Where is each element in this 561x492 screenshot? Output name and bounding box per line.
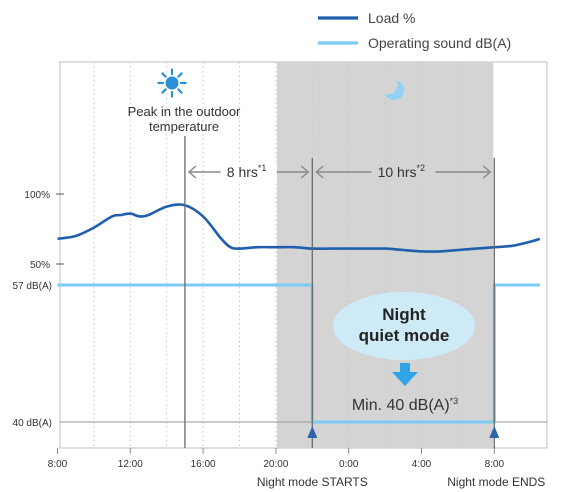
interval-2-label: 10 hrs*2 [378,163,425,180]
y-tick-label-load: 100% [24,190,50,201]
interval-1-label: 8 hrs*1 [227,163,267,180]
sun-ray [177,88,183,94]
interval-1-label-bg [220,162,277,182]
y-tick-label-sound: 57 dB(A) [13,281,52,292]
x-tick-label: 20:00 [263,459,288,470]
night-mode-band [276,62,494,448]
series-line-load [57,203,541,253]
quiet-mode-bubble [333,292,475,360]
x-tick-label: 8:00 [485,459,505,470]
x-tick-label: 8:00 [48,459,68,470]
min-level-label: Min. 40 dB(A)*3 [352,396,458,414]
sun-ray [177,72,183,78]
night-mode-starts-label: Night mode STARTS [257,475,368,489]
sun-core [165,76,179,90]
y-tick-label-sound: 40 dB(A) [13,418,52,429]
night-mode-ends-label: Night mode ENDS [447,475,545,489]
night-start-marker-icon [307,426,318,438]
series-line-sound [57,283,540,424]
peak-label: Peak in the outdoor [128,104,241,119]
interval-2-arrowhead [315,165,324,179]
interval-2-arrowhead [482,165,492,179]
night-end-marker-icon [489,426,500,438]
down-arrow-icon [392,363,418,386]
interval-1-arrowhead [187,165,197,179]
quiet-mode-label: quiet mode [359,326,450,345]
interval-1-arrowhead [300,165,310,179]
sun-ray [161,72,167,78]
sun-ray [161,88,167,94]
x-tick-label: 16:00 [191,459,216,470]
y-tick-label-load: 50% [30,260,50,271]
moon-icon [378,75,404,100]
legend: Load % Operating sound dB(A) [318,10,511,51]
moon-shadow [378,75,398,95]
legend-label-load: Load % [368,10,415,26]
legend-label-sound: Operating sound dB(A) [368,35,511,51]
peak-label: temperature [149,119,219,134]
x-tick-label: 0:00 [339,459,359,470]
interval-2-label-bg [371,162,436,182]
sun-icon [157,68,187,98]
x-tick-label: 4:00 [412,459,432,470]
x-tick-label: 12:00 [118,459,143,470]
quiet-mode-label: Night [382,305,426,324]
